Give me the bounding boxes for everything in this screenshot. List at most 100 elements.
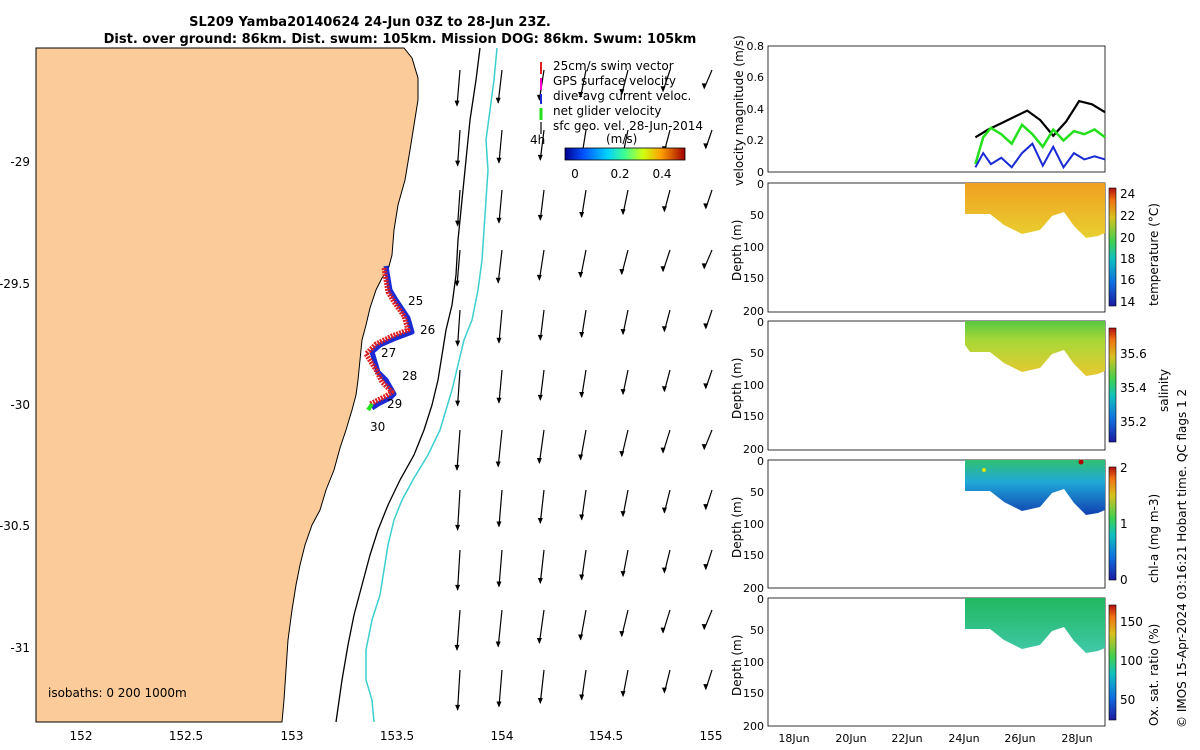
- geo-arrow-head: [703, 564, 709, 571]
- time-tick-28jun: 28Jun: [1061, 732, 1092, 745]
- geo-arrow-head: [495, 461, 501, 468]
- ox-ytick-50: 50: [750, 624, 764, 637]
- lon-tick-153-5: 153.5: [380, 729, 414, 743]
- geo-arrow-head: [495, 277, 501, 284]
- sal-ytick-50: 50: [750, 347, 764, 360]
- geo-arrow-head: [661, 687, 667, 694]
- geo-arrow-head: [703, 203, 709, 210]
- ox-ytick-150: 150: [743, 687, 764, 700]
- map-legend: 25cm/s swim vector GPS surface velocity …: [530, 59, 703, 181]
- geo-arrow-head: [661, 206, 667, 213]
- sal-ytick-100: 100: [743, 379, 764, 392]
- geo-arrow-head: [701, 444, 707, 451]
- velocity-series-2: [974, 122, 1106, 165]
- geo-arrow-head: [455, 584, 461, 591]
- legend-gps-velocity: GPS surface velocity: [553, 74, 676, 88]
- map-colorbar: [564, 147, 686, 161]
- geo-arrow-head: [454, 644, 460, 651]
- geo-arrow-head: [619, 89, 625, 96]
- geo-arrow: [456, 429, 461, 470]
- geo-arrow: [538, 609, 545, 644]
- geo-arrow-head: [537, 578, 543, 585]
- chl-ytick-0: 0: [757, 455, 764, 468]
- geo-arrow-head: [537, 698, 543, 705]
- map-cbar-tick-1: 0.2: [610, 167, 629, 181]
- day-label-29: 29: [387, 397, 402, 411]
- geo-arrow-head: [537, 394, 543, 401]
- footer-credit: © IMOS 15-Apr-2024 03:16:21 Hobart time.…: [1175, 389, 1189, 728]
- oxygen-panel: 150 100 50 Ox. sat. ratio (%) Depth (m) …: [730, 593, 1161, 733]
- geo-arrow: [539, 189, 545, 220]
- chl-ytick-50: 50: [750, 486, 764, 499]
- oxygen-section: [965, 598, 1105, 653]
- colorbar-title: (m/s): [606, 132, 637, 146]
- map-cbar-tick-0: 0: [571, 167, 579, 181]
- lat-tick-29: -29: [10, 155, 30, 169]
- geo-arrow-head: [496, 581, 502, 588]
- salinity-colorbar: [1108, 327, 1117, 443]
- geo-arrow: [539, 369, 545, 400]
- geo-arrow-head: [455, 160, 461, 167]
- geo-arrow: [538, 249, 545, 280]
- chla-section: [965, 460, 1105, 515]
- geo-arrow: [457, 369, 461, 406]
- geo-arrow: [497, 609, 503, 647]
- geo-arrow-head: [455, 524, 461, 531]
- day-label-group: 25 26 27 28 29 30: [370, 294, 435, 434]
- lat-tick-31: -31: [10, 641, 30, 655]
- ox-ytick-100: 100: [743, 656, 764, 669]
- isobath-1000m: [365, 47, 498, 723]
- geo-arrow-head: [579, 391, 585, 398]
- geo-arrow: [539, 669, 545, 704]
- geo-arrow-head: [701, 83, 707, 90]
- geo-arrow: [456, 609, 461, 650]
- legend-dive-avg: dive-avg current veloc.: [553, 89, 691, 103]
- vel-ytick-0-2: 0.2: [747, 134, 765, 147]
- temp-cbar-label: temperature (°C): [1147, 203, 1161, 306]
- temp-cbar-20: 20: [1120, 231, 1135, 245]
- geo-arrow: [539, 129, 545, 160]
- chl-cbar-0: 0: [1120, 573, 1128, 587]
- geo-arrow-head: [495, 641, 501, 648]
- geo-arrow: [457, 489, 461, 530]
- time-axis: 18Jun 20Jun 22Jun 24Jun 26Jun 28Jun: [778, 732, 1092, 745]
- figure-title-line-1: SL209 Yamba20140624 24-Jun 03Z to 28-Jun…: [189, 15, 551, 30]
- geo-arrow-head: [619, 451, 625, 458]
- temp-cbar-18: 18: [1120, 252, 1135, 266]
- chla-colorbar: [1108, 466, 1117, 581]
- lon-tick-155: 155: [700, 729, 723, 743]
- geo-arrow-head: [661, 507, 667, 514]
- land-mass: [35, 47, 419, 723]
- salinity-panel: 35.6 35.4 35.2 salinity Depth (m) 0 50 1…: [730, 316, 1171, 456]
- chla-high-point: [1078, 459, 1084, 465]
- sal-ytick-0: 0: [757, 316, 764, 329]
- sal-cbar-35-4: 35.4: [1120, 381, 1147, 395]
- geo-arrow-head: [703, 504, 709, 511]
- sal-cbar-label: salinity: [1157, 369, 1171, 412]
- day-label-27: 27: [381, 346, 396, 360]
- vel-ylabel: velocity magnitude (m/s): [732, 35, 746, 186]
- geo-arrow-head: [455, 340, 461, 347]
- geo-arrow-head: [579, 694, 585, 701]
- geo-arrow-head: [578, 271, 584, 278]
- map-y-ticks: -29 -29.5 -30 -30.5 -31: [0, 155, 30, 655]
- geo-arrow-head: [620, 209, 626, 216]
- temp-ylabel: Depth (m): [730, 220, 744, 281]
- temperature-section: [965, 183, 1105, 238]
- geo-arrow-head: [579, 514, 585, 521]
- lat-tick-30: -30: [10, 398, 30, 412]
- temp-cbar-16: 16: [1120, 273, 1135, 287]
- geo-arrow-head: [703, 323, 709, 330]
- vector-scale-label: 4h: [530, 133, 545, 147]
- geo-arrow-head: [536, 274, 542, 281]
- lat-tick-30-5: -30.5: [0, 519, 30, 533]
- glider-track-start: [366, 402, 374, 412]
- geo-arrow-head: [620, 389, 626, 396]
- map-x-ticks: 152 152.5 153 153.5 154 154.5 155: [70, 729, 723, 743]
- sal-ytick-150: 150: [743, 410, 764, 423]
- geo-arrow-head: [620, 329, 626, 336]
- ox-ytick-200: 200: [743, 720, 764, 733]
- day-label-30: 30: [370, 420, 385, 434]
- geo-arrow-head: [496, 217, 502, 224]
